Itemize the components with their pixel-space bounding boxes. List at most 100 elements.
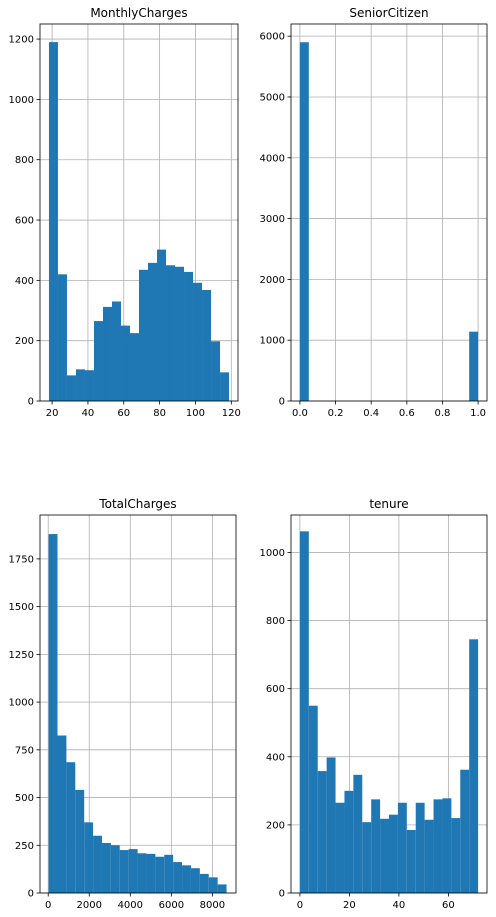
histogram-bar: [469, 639, 479, 893]
histogram-bar: [424, 819, 434, 893]
histogram-bar: [299, 42, 309, 401]
axes-frame: [290, 514, 488, 894]
y-tick-label: 0: [28, 397, 34, 408]
y-tick-label: 2000: [260, 275, 285, 286]
histogram-bar: [48, 42, 58, 401]
histogram-bar: [335, 802, 345, 893]
subplot-title: TotalCharges: [98, 497, 176, 511]
x-tick-label: 8000: [200, 900, 225, 911]
histogram-bar: [119, 850, 129, 893]
histogram-bar: [442, 798, 452, 893]
x-tick-label: 40: [82, 408, 95, 419]
histogram-bar: [48, 534, 58, 893]
y-tick-label: 600: [266, 684, 285, 695]
y-tick-label: 1200: [9, 35, 34, 46]
histogram-bar: [317, 771, 327, 893]
grid-lines: [40, 24, 238, 402]
histogram-bar: [128, 849, 138, 893]
histogram-bar: [460, 769, 470, 893]
histogram-bar: [433, 799, 443, 893]
histogram-bar: [397, 802, 407, 893]
histogram-bar: [175, 266, 185, 401]
histogram-bar: [137, 853, 147, 893]
bars: [48, 534, 227, 893]
y-tick-label: 500: [15, 793, 34, 804]
histogram-bar: [84, 822, 94, 893]
histogram-bar: [157, 249, 167, 401]
y-tick-label: 1500: [9, 602, 34, 613]
x-tick-label: 0: [45, 900, 51, 911]
histogram-bar: [120, 325, 130, 401]
x-tick-label: 20: [343, 900, 356, 911]
x-tick-label: 2000: [77, 900, 102, 911]
histogram-bar: [415, 802, 425, 893]
y-tick-label: 0: [28, 889, 34, 900]
grid-lines: [40, 515, 236, 894]
histogram-bar: [308, 705, 318, 893]
subplot-totalcharges: 0 2000 4000 6000 8000 0 250 500 750 1000 1250 1500 1…: [9, 497, 237, 911]
histogram-bar: [164, 854, 174, 893]
y-tick-label: 1000: [9, 698, 34, 709]
bars: [299, 531, 479, 893]
x-tick-label: 0.4: [363, 408, 379, 419]
y-tick-label: 5000: [260, 92, 285, 103]
x-tick-label: 0.2: [328, 408, 344, 419]
axes-frame: [39, 514, 237, 894]
histogram-bar: [406, 830, 416, 893]
histogram-bar: [111, 301, 121, 401]
axes-frame: [39, 23, 239, 402]
y-tick-label: 250: [15, 841, 34, 852]
histogram-bar: [202, 290, 212, 401]
histogram-bar: [66, 375, 76, 401]
y-tick-label: 200: [266, 820, 285, 831]
bars: [299, 42, 479, 401]
y-tick-label: 0: [279, 397, 285, 408]
histogram-bar: [75, 369, 85, 401]
y-tick-label: 600: [15, 216, 34, 227]
x-tick-label: 80: [153, 408, 166, 419]
x-tick-label: 20: [46, 408, 59, 419]
x-tick-label: 4000: [118, 900, 143, 911]
x-tick-label: 0.6: [399, 408, 415, 419]
histogram-bar: [173, 862, 183, 893]
x-tick-label: 0.8: [435, 408, 451, 419]
histogram-bar: [75, 789, 85, 893]
histogram-bar: [166, 265, 176, 401]
histogram-bar: [101, 842, 111, 893]
histogram-bar: [148, 262, 158, 401]
histogram-bar: [371, 799, 381, 893]
bars: [48, 42, 230, 401]
x-tick-label: 0: [297, 900, 303, 911]
y-tick-label: 800: [15, 155, 34, 166]
x-tick-label: 40: [393, 900, 406, 911]
histogram-bar: [380, 818, 389, 893]
y-tick-label: 400: [266, 752, 285, 763]
x-tick-label: 100: [186, 408, 205, 419]
histogram-bar: [146, 853, 156, 893]
subplot-title: MonthlyCharges: [90, 6, 187, 20]
histogram-bar: [93, 835, 102, 893]
subplot-seniorcitizen: 0.0 0.2 0.4 0.6 0.8 1.0 0 1000 2000 3000 4000 5000 6…: [260, 6, 488, 419]
histogram-bar: [211, 341, 221, 401]
y-tick-label: 750: [15, 745, 34, 756]
histogram-bar: [299, 531, 309, 893]
y-tick-label: 0: [279, 889, 285, 900]
histogram-bar: [129, 333, 139, 401]
axes-frame: [290, 23, 488, 402]
histogram-bar: [193, 282, 203, 401]
histogram-bar: [353, 774, 363, 893]
histogram-bar: [102, 306, 112, 401]
y-tick-label: 1000: [9, 95, 34, 106]
y-tick-label: 1000: [260, 548, 285, 559]
histogram-bar: [110, 845, 120, 893]
histogram-bar: [199, 873, 209, 893]
histogram-bar: [182, 865, 191, 893]
histogram-bar: [220, 372, 230, 401]
subplot-monthlycharges: 20 40 60 80 100 120020040060080010001200Month…: [9, 6, 241, 419]
histogram-bar: [326, 757, 336, 893]
histogram-bar: [208, 877, 218, 893]
histogram-bar: [344, 790, 354, 893]
histogram-bar: [57, 735, 67, 893]
